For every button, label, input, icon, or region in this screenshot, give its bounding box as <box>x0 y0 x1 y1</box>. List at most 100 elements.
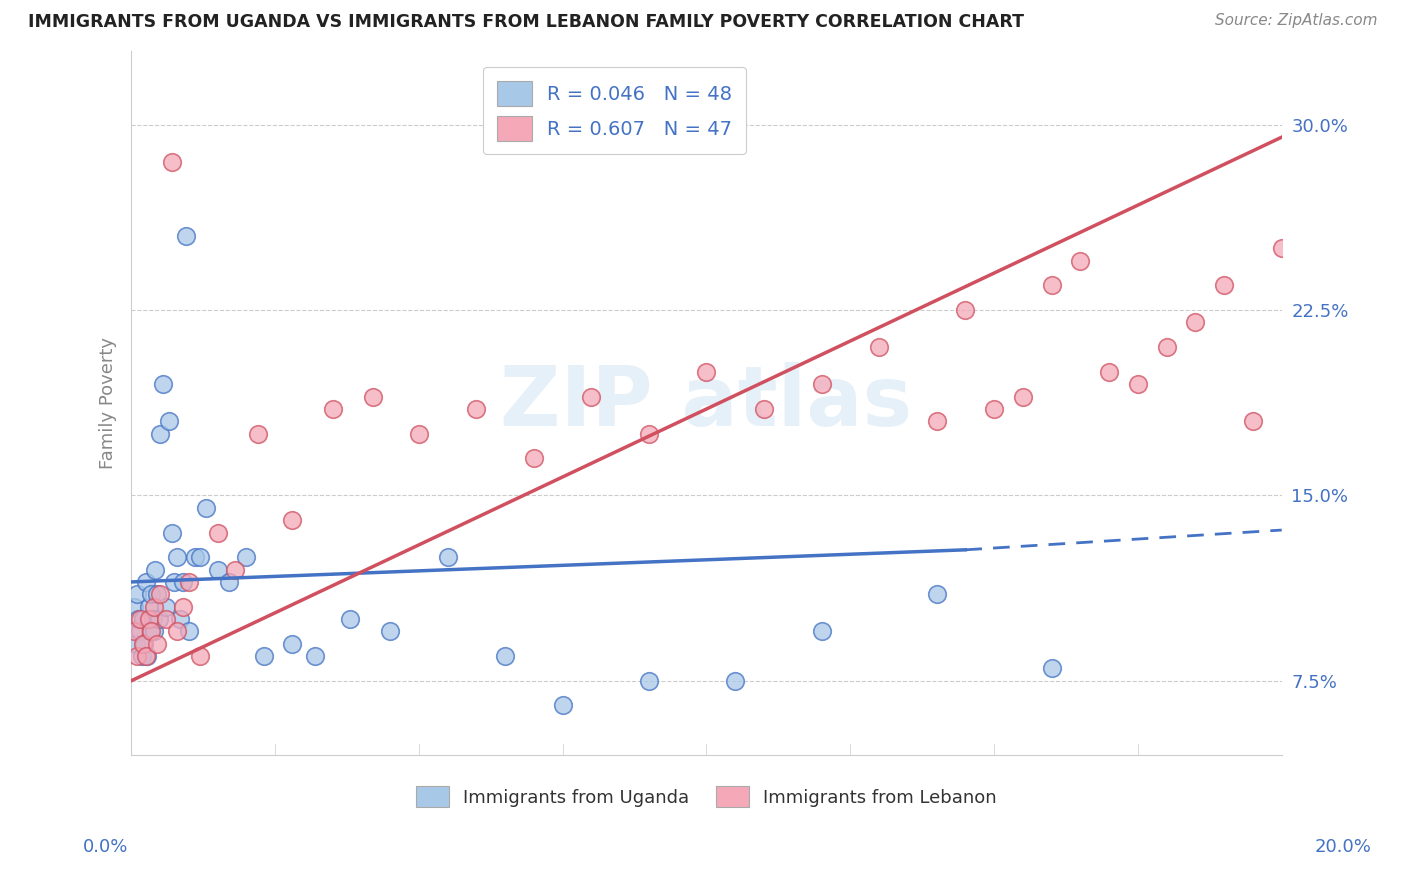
Point <box>638 673 661 688</box>
Point <box>1184 316 1206 330</box>
Point <box>128 612 150 626</box>
Point <box>1357 698 1379 713</box>
Point <box>163 574 186 589</box>
Point <box>125 648 148 663</box>
Point <box>155 612 177 626</box>
Point <box>1040 661 1063 675</box>
Point <box>810 624 832 639</box>
Point <box>378 624 401 639</box>
Point <box>132 637 155 651</box>
Point <box>135 648 157 663</box>
Point <box>183 550 205 565</box>
Point <box>146 637 169 651</box>
Point <box>138 612 160 626</box>
Point <box>361 390 384 404</box>
Point <box>155 599 177 614</box>
Point <box>172 574 194 589</box>
Point <box>132 637 155 651</box>
Text: ZIP atlas: ZIP atlas <box>501 362 912 443</box>
Point <box>1098 365 1121 379</box>
Point <box>581 390 603 404</box>
Point <box>125 637 148 651</box>
Point <box>169 612 191 626</box>
Point <box>195 500 218 515</box>
Point <box>1299 365 1322 379</box>
Point <box>146 587 169 601</box>
Point <box>160 154 183 169</box>
Point <box>207 563 229 577</box>
Point <box>157 414 180 428</box>
Point <box>145 563 167 577</box>
Point <box>638 426 661 441</box>
Point <box>132 612 155 626</box>
Point <box>695 365 717 379</box>
Point <box>252 648 274 663</box>
Point <box>160 525 183 540</box>
Point <box>141 624 163 639</box>
Point <box>322 401 344 416</box>
Point <box>143 624 166 639</box>
Point <box>148 612 170 626</box>
Point <box>810 377 832 392</box>
Point <box>983 401 1005 416</box>
Point <box>1329 711 1351 725</box>
Point <box>494 648 516 663</box>
Point <box>172 599 194 614</box>
Text: Source: ZipAtlas.com: Source: ZipAtlas.com <box>1215 13 1378 29</box>
Point <box>188 550 211 565</box>
Point <box>166 550 188 565</box>
Point <box>131 648 153 663</box>
Point <box>207 525 229 540</box>
Point <box>339 612 361 626</box>
Point <box>523 451 546 466</box>
Point <box>122 599 145 614</box>
Point <box>125 587 148 601</box>
Point <box>152 377 174 392</box>
Point <box>551 698 574 713</box>
Text: 20.0%: 20.0% <box>1315 838 1371 855</box>
Point <box>246 426 269 441</box>
Point <box>235 550 257 565</box>
Point <box>1213 278 1236 293</box>
Y-axis label: Family Poverty: Family Poverty <box>100 337 117 469</box>
Point <box>143 599 166 614</box>
Point <box>955 303 977 318</box>
Point <box>1069 253 1091 268</box>
Point <box>752 401 775 416</box>
Point <box>436 550 458 565</box>
Point <box>925 414 948 428</box>
Text: 0.0%: 0.0% <box>83 838 128 855</box>
Point <box>304 648 326 663</box>
Point <box>136 648 159 663</box>
Point <box>218 574 240 589</box>
Point <box>1241 414 1264 428</box>
Point <box>408 426 430 441</box>
Point <box>138 599 160 614</box>
Point <box>177 574 200 589</box>
Point <box>925 587 948 601</box>
Point <box>281 513 304 527</box>
Point <box>1126 377 1149 392</box>
Point <box>138 624 160 639</box>
Point <box>122 624 145 639</box>
Point <box>166 624 188 639</box>
Legend: Immigrants from Uganda, Immigrants from Lebanon: Immigrants from Uganda, Immigrants from … <box>408 778 1005 816</box>
Point <box>1156 340 1178 354</box>
Point <box>224 563 246 577</box>
Point <box>281 637 304 651</box>
Point <box>177 624 200 639</box>
Point <box>149 426 172 441</box>
Text: IMMIGRANTS FROM UGANDA VS IMMIGRANTS FROM LEBANON FAMILY POVERTY CORRELATION CHA: IMMIGRANTS FROM UGANDA VS IMMIGRANTS FRO… <box>28 13 1024 31</box>
Point <box>1040 278 1063 293</box>
Point <box>868 340 890 354</box>
Point <box>142 612 165 626</box>
Point <box>127 612 149 626</box>
Point <box>724 673 747 688</box>
Point <box>141 587 163 601</box>
Point <box>1271 241 1294 255</box>
Point <box>149 587 172 601</box>
Point <box>1012 390 1035 404</box>
Point <box>465 401 488 416</box>
Point <box>128 624 150 639</box>
Point <box>174 229 197 244</box>
